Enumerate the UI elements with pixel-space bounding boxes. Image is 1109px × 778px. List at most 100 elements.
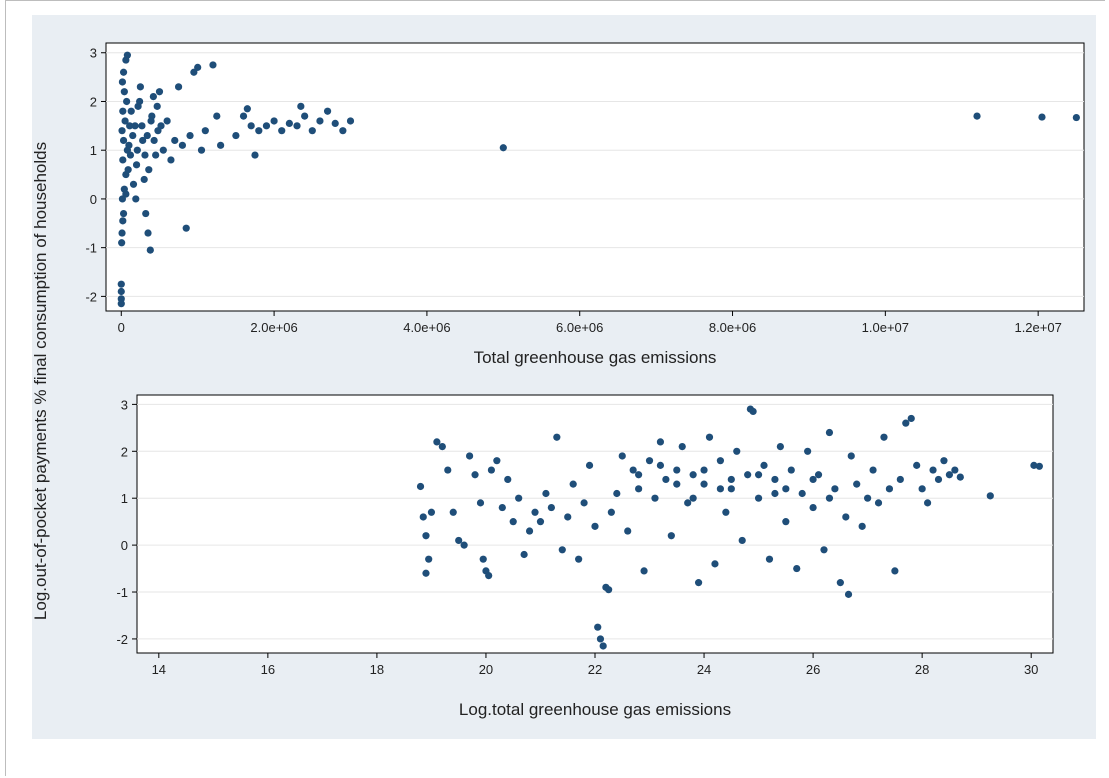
data-point <box>125 141 133 149</box>
data-point <box>880 433 888 441</box>
data-point <box>525 527 534 535</box>
data-point <box>771 475 779 484</box>
data-point <box>498 503 506 512</box>
data-point <box>255 127 263 135</box>
data-point <box>913 461 921 469</box>
data-point <box>479 555 487 563</box>
data-point <box>754 494 763 502</box>
data-point <box>142 209 150 218</box>
data-point <box>553 433 561 441</box>
data-point <box>433 438 441 446</box>
data-point <box>673 466 681 474</box>
data-point <box>186 131 194 140</box>
data-point <box>831 485 839 493</box>
data-point <box>251 151 259 159</box>
data-point <box>155 88 164 96</box>
data-point <box>973 112 981 120</box>
data-point <box>776 443 784 451</box>
data-point <box>174 83 183 91</box>
data-point <box>331 119 339 127</box>
data-point <box>716 457 725 465</box>
data-point <box>323 107 332 115</box>
data-point <box>117 280 125 288</box>
data-point <box>131 122 139 130</box>
data-point <box>449 508 457 516</box>
x-axis-title: Total greenhouse gas emissions <box>474 348 717 367</box>
data-point <box>825 494 834 502</box>
data-point <box>667 532 675 540</box>
x-tick-label: 20 <box>479 662 493 677</box>
data-point <box>896 475 904 484</box>
data-point <box>684 499 692 507</box>
x-tick-label: 1.2e+07 <box>1014 320 1061 335</box>
data-point <box>167 156 175 164</box>
data-point <box>339 127 347 135</box>
data-point <box>629 466 637 474</box>
data-point <box>645 457 654 465</box>
data-point <box>744 471 752 479</box>
data-point <box>986 492 994 500</box>
data-point <box>656 461 665 469</box>
data-point <box>499 144 507 152</box>
data-point <box>673 480 681 488</box>
data-point <box>656 438 665 446</box>
data-point <box>133 146 141 154</box>
data-point <box>132 161 141 169</box>
data-point <box>487 466 496 474</box>
data-point <box>847 452 855 460</box>
data-point <box>613 489 621 498</box>
x-tick-labels: 14 16 18 20 22 24 26 28 30 <box>152 653 1038 677</box>
data-point <box>814 471 823 479</box>
data-point <box>476 499 485 507</box>
data-point <box>209 61 217 69</box>
data-point <box>689 494 697 502</box>
data-point <box>564 513 572 521</box>
data-point <box>127 107 135 115</box>
data-point <box>129 180 138 188</box>
data-point <box>118 239 126 247</box>
data-point <box>596 635 605 643</box>
x-tick-label: 26 <box>806 662 820 677</box>
data-point <box>956 473 964 481</box>
data-point <box>694 579 703 587</box>
data-point <box>874 499 883 507</box>
data-point <box>749 407 757 416</box>
data-point <box>787 466 795 474</box>
data-point <box>844 590 853 598</box>
data-point <box>536 518 545 526</box>
data-point <box>793 564 801 573</box>
x-tick-label: 22 <box>588 662 602 677</box>
data-point <box>711 560 719 568</box>
data-point <box>940 457 948 465</box>
y-tick-label: -1 <box>85 241 97 256</box>
data-point <box>122 190 130 198</box>
data-point <box>416 482 425 491</box>
x-axis-title: Log.total greenhouse gas emissions <box>459 700 731 719</box>
x-tick-label: 1.0e+07 <box>862 320 909 335</box>
data-point <box>624 527 632 535</box>
data-point <box>182 224 190 232</box>
data-point <box>1038 113 1046 121</box>
data-point <box>346 117 355 125</box>
y-tick-label: 1 <box>90 143 97 158</box>
data-point <box>809 475 817 484</box>
data-point <box>929 466 937 474</box>
data-point <box>123 97 131 106</box>
data-point <box>239 112 248 120</box>
data-point <box>585 461 594 469</box>
data-point <box>864 494 872 502</box>
data-point <box>145 166 153 174</box>
data-point <box>700 480 708 488</box>
data-point <box>558 546 566 554</box>
data-point <box>520 550 528 559</box>
x-tick-label: 28 <box>915 662 929 677</box>
data-point <box>858 522 866 530</box>
data-point <box>918 485 926 493</box>
data-point <box>194 63 202 71</box>
data-point <box>493 457 501 465</box>
y-tick-label: 0 <box>90 192 97 207</box>
data-point <box>754 471 763 479</box>
y-tick-label: 2 <box>121 444 128 459</box>
data-point <box>651 494 659 502</box>
data-point <box>141 151 149 159</box>
